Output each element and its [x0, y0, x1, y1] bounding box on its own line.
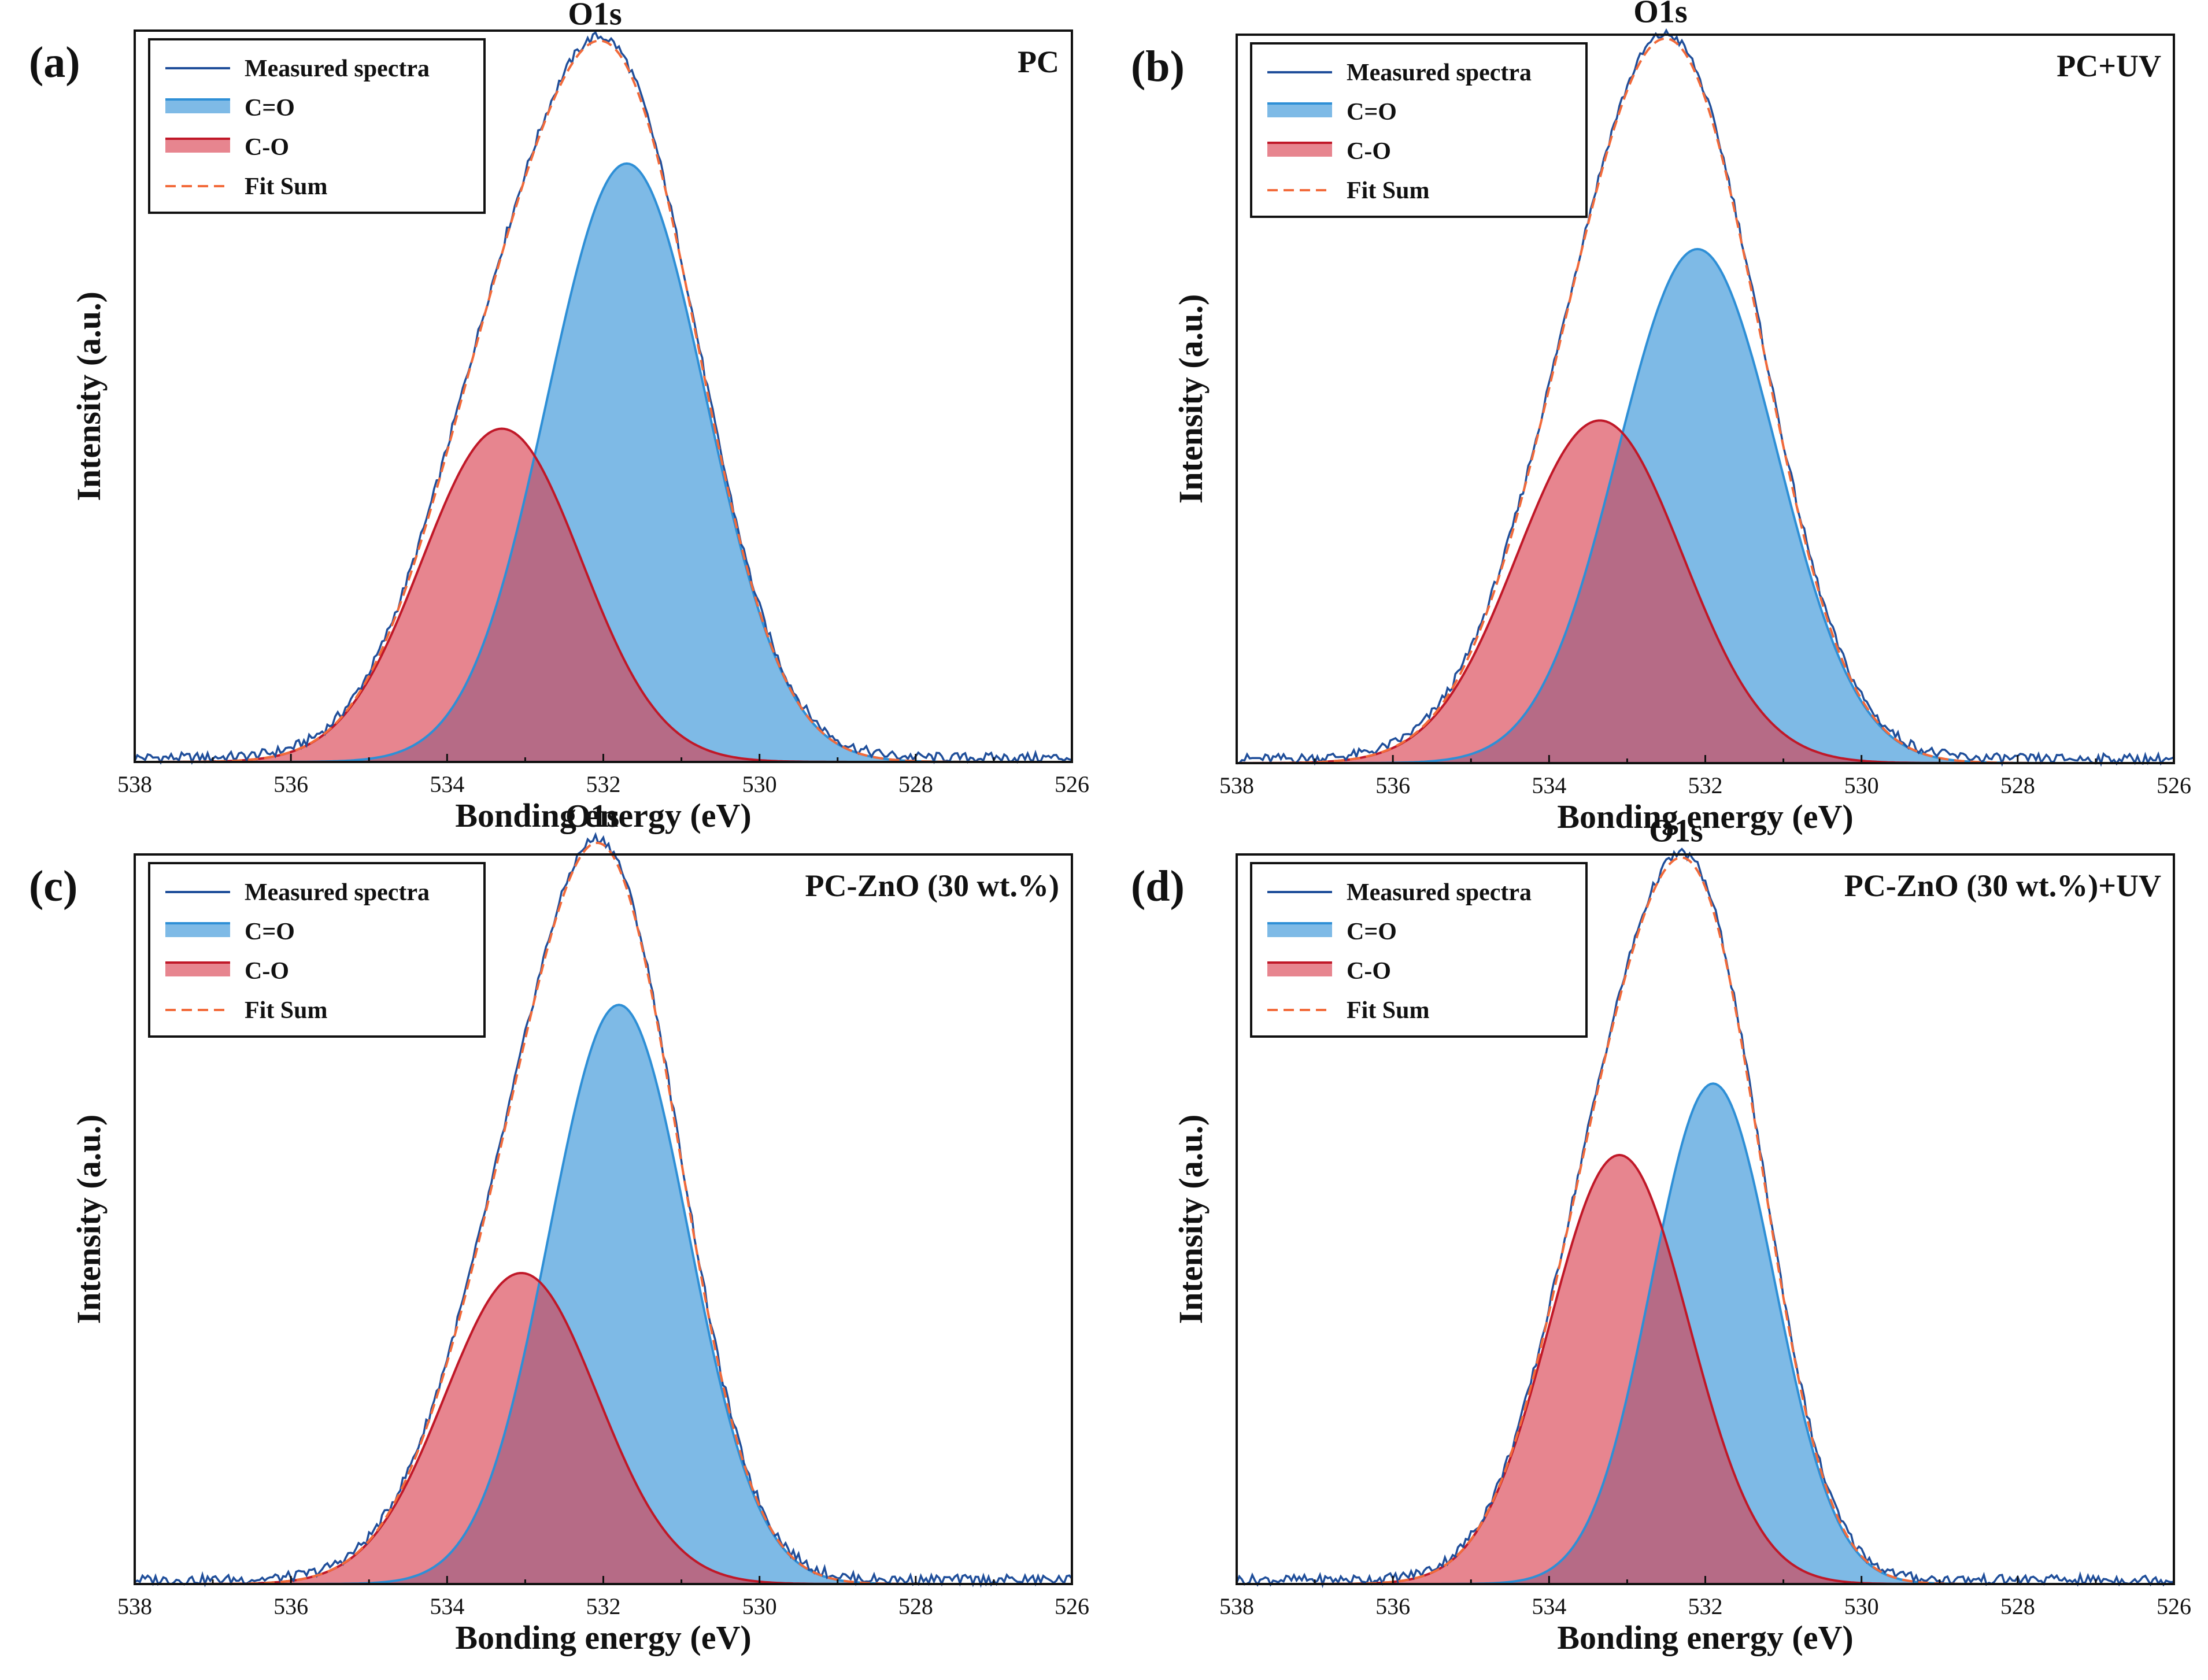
x-axis-title: Bonding energy (eV) — [455, 1619, 751, 1656]
legend: Measured spectra C=O C-O Fit Sum — [1250, 862, 1588, 1038]
x-tick-label: 528 — [2000, 1593, 2035, 1619]
legend-swatch-c-single-o — [165, 139, 230, 153]
x-axis-title: Bonding energy (eV) — [1557, 798, 1853, 835]
legend-label: Fit Sum — [245, 173, 328, 200]
x-tick-label: 538 — [117, 771, 152, 797]
x-tick-label: 532 — [586, 1593, 621, 1619]
legend-swatch-c-double-o — [165, 923, 230, 937]
panel-letter: (b) — [1131, 42, 1185, 91]
legend-swatch-c-double-o — [1267, 103, 1332, 117]
fit-sum-line — [1237, 37, 2174, 764]
x-tick-label: 532 — [586, 771, 621, 797]
legend-label: C=O — [245, 919, 295, 945]
x-tick-label: 534 — [1532, 1593, 1566, 1619]
x-tick-label: 534 — [430, 1593, 464, 1619]
legend-label: C-O — [245, 134, 289, 161]
y-axis-title: Intensity (a.u.) — [1172, 1115, 1210, 1324]
peak-label: O1s — [1649, 813, 1703, 849]
x-tick-label: 526 — [2157, 772, 2191, 798]
legend-label: C=O — [1347, 99, 1397, 125]
x-tick-label: 526 — [2157, 1593, 2191, 1619]
legend-label: C-O — [1347, 138, 1391, 165]
x-tick-label: 532 — [1688, 772, 1723, 798]
c-double-o-area — [135, 1005, 1072, 1584]
x-tick-label: 528 — [2000, 772, 2035, 798]
y-axis-title: Intensity (a.u.) — [70, 291, 108, 501]
x-tick-label: 528 — [898, 771, 933, 797]
panel-title: PC+UV — [2057, 49, 2161, 83]
panel-letter: (a) — [29, 38, 80, 87]
panel-b: 538 536 534 532 530 528 526 Bonding energy (eV)… — [1131, 0, 2191, 835]
x-tick-label: 530 — [742, 771, 777, 797]
legend-label: Measured spectra — [1347, 60, 1532, 86]
c-double-o-area — [1237, 249, 2174, 763]
legend-swatch-c-double-o — [1267, 923, 1332, 937]
x-tick-label: 534 — [430, 771, 464, 797]
panel-letter: (c) — [29, 862, 77, 911]
c-single-o-area — [135, 1273, 1072, 1584]
legend-label: Fit Sum — [245, 997, 328, 1024]
legend: Measured spectra C=O C-O Fit Sum — [148, 862, 486, 1038]
peak-label: O1s — [1633, 0, 1687, 30]
x-tick-label: 526 — [1055, 771, 1089, 797]
x-tick-label: 536 — [1375, 772, 1410, 798]
x-tick-label: 538 — [1219, 772, 1254, 798]
legend-label: Fit Sum — [1347, 177, 1430, 204]
x-tick-label: 526 — [1055, 1593, 1089, 1619]
legend-swatch-c-double-o — [165, 99, 230, 113]
legend-label: Measured spectra — [1347, 879, 1532, 906]
panel-title: PC-ZnO (30 wt.%)+UV — [1844, 868, 2161, 903]
legend-swatch-c-single-o — [165, 963, 230, 976]
legend-swatch-c-single-o — [1267, 143, 1332, 157]
x-tick-label: 530 — [1844, 772, 1879, 798]
c-single-o-area — [135, 428, 1072, 762]
peak-label: O1s — [565, 798, 619, 834]
legend-swatch-c-single-o — [1267, 963, 1332, 976]
legend: Measured spectra C=O C-O Fit Sum — [1250, 42, 1588, 218]
panel-d: 538 536 534 532 530 528 526 Bonding energy (eV)… — [1131, 813, 2191, 1656]
y-axis-title: Intensity (a.u.) — [1172, 294, 1210, 504]
y-axis-title: Intensity (a.u.) — [70, 1115, 108, 1324]
legend-label: Fit Sum — [1347, 997, 1430, 1024]
x-axis-title: Bonding energy (eV) — [455, 797, 751, 834]
panel-title: PC — [1018, 45, 1059, 79]
panel-letter: (d) — [1131, 862, 1185, 911]
peak-label: O1s — [568, 0, 622, 32]
c-double-o-area — [135, 163, 1072, 762]
x-tick-label: 538 — [117, 1593, 152, 1619]
legend: Measured spectra C=O C-O Fit Sum — [148, 38, 486, 214]
c-double-o-area — [1237, 1083, 2174, 1584]
legend-label: C-O — [245, 958, 289, 985]
c-single-o-area — [1237, 1154, 2174, 1584]
panel-c: 538 536 534 532 530 528 526 Bonding energy (eV)… — [29, 798, 1089, 1656]
x-tick-label: 532 — [1688, 1593, 1723, 1619]
legend-label: Measured spectra — [245, 55, 430, 82]
x-axis-title: Bonding energy (eV) — [1557, 1619, 1853, 1656]
x-tick-label: 530 — [1844, 1593, 1879, 1619]
panel-title: PC-ZnO (30 wt.%) — [805, 868, 1059, 903]
x-tick-label: 536 — [1375, 1593, 1410, 1619]
x-tick-label: 536 — [273, 771, 308, 797]
fit-sum-line — [135, 39, 1072, 763]
legend-label: Measured spectra — [245, 879, 430, 906]
legend-label: C=O — [1347, 919, 1397, 945]
panel-a: 538 536 534 532 530 528 526 Bonding energy (eV)… — [29, 0, 1089, 834]
x-tick-label: 536 — [273, 1593, 308, 1619]
c-single-o-area — [1237, 420, 2174, 763]
legend-label: C=O — [245, 95, 295, 121]
x-tick-label: 534 — [1532, 772, 1566, 798]
x-tick-label: 528 — [898, 1593, 933, 1619]
x-tick-label: 538 — [1219, 1593, 1254, 1619]
x-tick-label: 530 — [742, 1593, 777, 1619]
legend-label: C-O — [1347, 958, 1391, 985]
